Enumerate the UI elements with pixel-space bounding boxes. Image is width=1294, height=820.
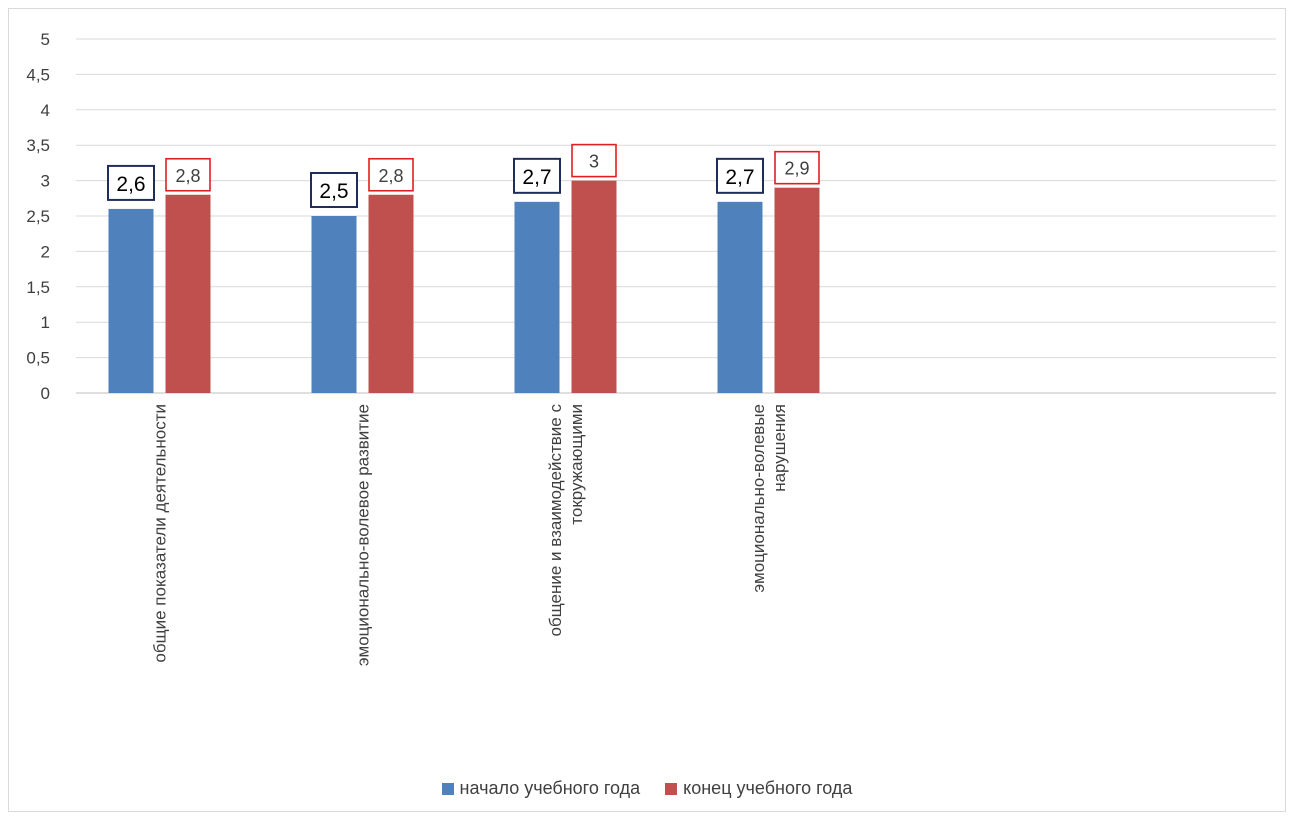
legend-swatch-start	[441, 782, 454, 795]
legend: начало учебного года конец учебного года	[0, 778, 1294, 800]
y-tick-label: 1,5	[26, 278, 50, 297]
xtick-layer: общие показатели деятельности эмоциональн…	[151, 404, 790, 667]
y-tick-label: 4,5	[26, 65, 50, 84]
data-label-box	[716, 157, 764, 194]
data-label-box	[107, 164, 155, 201]
x-tick-label: общение и взаимодействие с	[546, 404, 565, 637]
ytick-layer: 0 0,5 1 1,5 2 2,5 3 3,5 4 4,5 5	[26, 30, 50, 403]
y-tick-label: 3,5	[26, 136, 50, 155]
data-label: 2,9	[784, 159, 809, 179]
data-label: 2,8	[175, 166, 200, 186]
bar-end-of-year	[774, 187, 820, 393]
y-tick-label: 2	[41, 242, 50, 261]
legend-item-end: конец учебного года	[665, 778, 852, 799]
y-tick-label: 2,5	[26, 207, 50, 226]
data-label-box	[513, 157, 561, 194]
data-label-box	[571, 143, 617, 178]
x-tick-label: эмоционально-волевые	[749, 404, 768, 593]
x-tick-label: токружающими	[567, 404, 586, 525]
data-label: 2,6	[116, 173, 145, 196]
data-label-box	[774, 150, 820, 185]
bar-end-of-year	[571, 180, 617, 393]
y-tick-label: 1	[41, 313, 50, 332]
legend-label-end: конец учебного года	[683, 778, 853, 798]
y-tick-label: 5	[41, 30, 50, 49]
grid-layer	[76, 38, 1276, 394]
data-label: 2,8	[378, 166, 403, 186]
legend-swatch-end	[665, 782, 678, 795]
chart-frame	[8, 8, 1286, 812]
label-layer: 2,6 2,8 2,5 2,8 2,7 3 2,7 2,9	[107, 143, 820, 208]
data-label-box	[165, 157, 211, 192]
bar-start-of-year	[108, 208, 154, 393]
bar-end-of-year	[368, 194, 414, 393]
y-tick-label: 4	[41, 101, 50, 120]
y-tick-label: 0,5	[26, 349, 50, 368]
bar-end-of-year	[165, 194, 211, 393]
data-label: 3	[589, 152, 599, 172]
data-label-box	[310, 172, 358, 208]
x-tick-label: нарушения	[770, 404, 789, 492]
bar-start-of-year	[514, 201, 560, 393]
x-tick-label: эмоционально-волевое развитие	[354, 404, 373, 666]
data-label: 2,5	[319, 180, 348, 203]
y-tick-label: 3	[41, 172, 50, 191]
data-label-box	[368, 157, 414, 192]
legend-label-start: начало учебного года	[459, 778, 641, 798]
data-label: 2,7	[522, 166, 551, 189]
bar-start-of-year	[717, 201, 763, 393]
data-label: 2,7	[725, 166, 754, 189]
x-tick-label: общие показатели деятельности	[151, 404, 170, 663]
bar-layer	[108, 180, 820, 393]
y-tick-label: 0	[41, 384, 50, 403]
bar-start-of-year	[311, 216, 357, 393]
legend-item-start: начало учебного года	[441, 778, 641, 799]
